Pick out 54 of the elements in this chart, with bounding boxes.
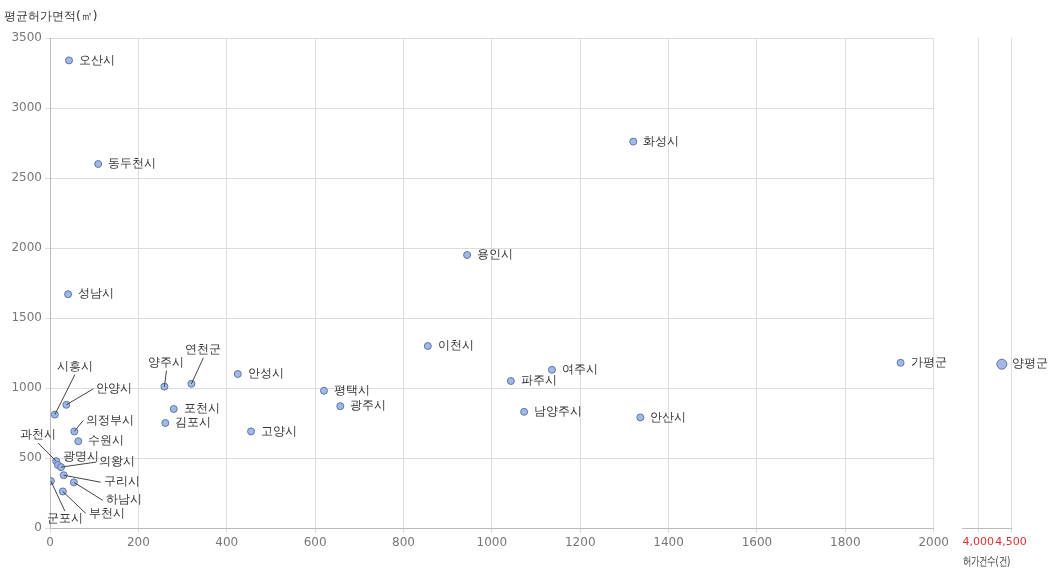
annotation: 구리시 — [103, 474, 140, 489]
annotation: 양주시 — [148, 354, 185, 369]
y-tick-label: 2000 — [11, 240, 42, 255]
annotation: 오산시 — [79, 52, 115, 67]
annotation: 남양주시 — [534, 403, 583, 418]
x-tick-label: 4,000 — [962, 535, 995, 549]
y-tick-label: 3500 — [11, 30, 42, 45]
x-tick-label: 1000 — [476, 535, 508, 550]
annotation: 성남시 — [78, 286, 115, 301]
x-tick-label: 1200 — [564, 535, 596, 550]
annotation: 이천시 — [437, 338, 474, 353]
annotation: 용인시 — [477, 247, 514, 262]
annotation: 고양시 — [261, 423, 298, 438]
annotation: 안산시 — [650, 409, 687, 424]
annotation: 하남시 — [105, 492, 142, 507]
x-axis-title: 허가건수(건) — [962, 553, 1011, 568]
y-tick-label: 1500 — [11, 310, 42, 325]
x-tick-label: 400 — [215, 535, 239, 550]
annotation: 포천시 — [183, 401, 220, 416]
x-tick-label: 1600 — [741, 535, 773, 550]
annotation: 화성시 — [643, 133, 680, 148]
annotation: 김포시 — [175, 415, 212, 430]
annotation: 과천시 — [20, 427, 57, 442]
x-tick-label: 1800 — [830, 535, 861, 550]
annotation: 연천군 — [185, 341, 222, 356]
y-tick-label: 0 — [34, 520, 42, 535]
x-tick-label: 2000 — [918, 535, 949, 550]
annotation: 여주시 — [561, 361, 598, 376]
annotation: 수원시 — [88, 433, 125, 448]
x-tick-label: 0 — [46, 535, 54, 550]
annotation: 평택시 — [333, 382, 370, 397]
y-tick-label: 1000 — [11, 380, 42, 395]
annotation: 양평군 — [1011, 356, 1048, 371]
annotation: 가평군 — [910, 354, 947, 369]
annotation: 군포시 — [46, 511, 83, 526]
annotation: 안성시 — [247, 366, 284, 381]
annotation: 파주시 — [520, 373, 557, 388]
annotation: 동두천시 — [108, 156, 157, 171]
annotation: 광명시 — [62, 449, 99, 464]
x-tick-label: 600 — [303, 535, 327, 550]
y-tick-label: 2500 — [11, 170, 42, 185]
annotation: 안양시 — [96, 380, 133, 395]
annotation: 부천시 — [88, 505, 125, 520]
y-tick-label: 500 — [19, 450, 42, 465]
annotation: 광주시 — [350, 398, 387, 413]
x-tick-label: 4,500 — [995, 535, 1027, 549]
x-tick-label: 200 — [126, 535, 150, 550]
annotation: 시흥시 — [56, 358, 93, 373]
annotation: 의왕시 — [99, 454, 136, 469]
y-axis-title: 평균허가면적(㎡) — [4, 8, 98, 25]
x-tick-label: 1400 — [653, 535, 684, 550]
annotation: 의정부시 — [86, 412, 135, 427]
y-tick-label: 3000 — [11, 100, 42, 115]
x-tick-label: 800 — [392, 535, 415, 550]
